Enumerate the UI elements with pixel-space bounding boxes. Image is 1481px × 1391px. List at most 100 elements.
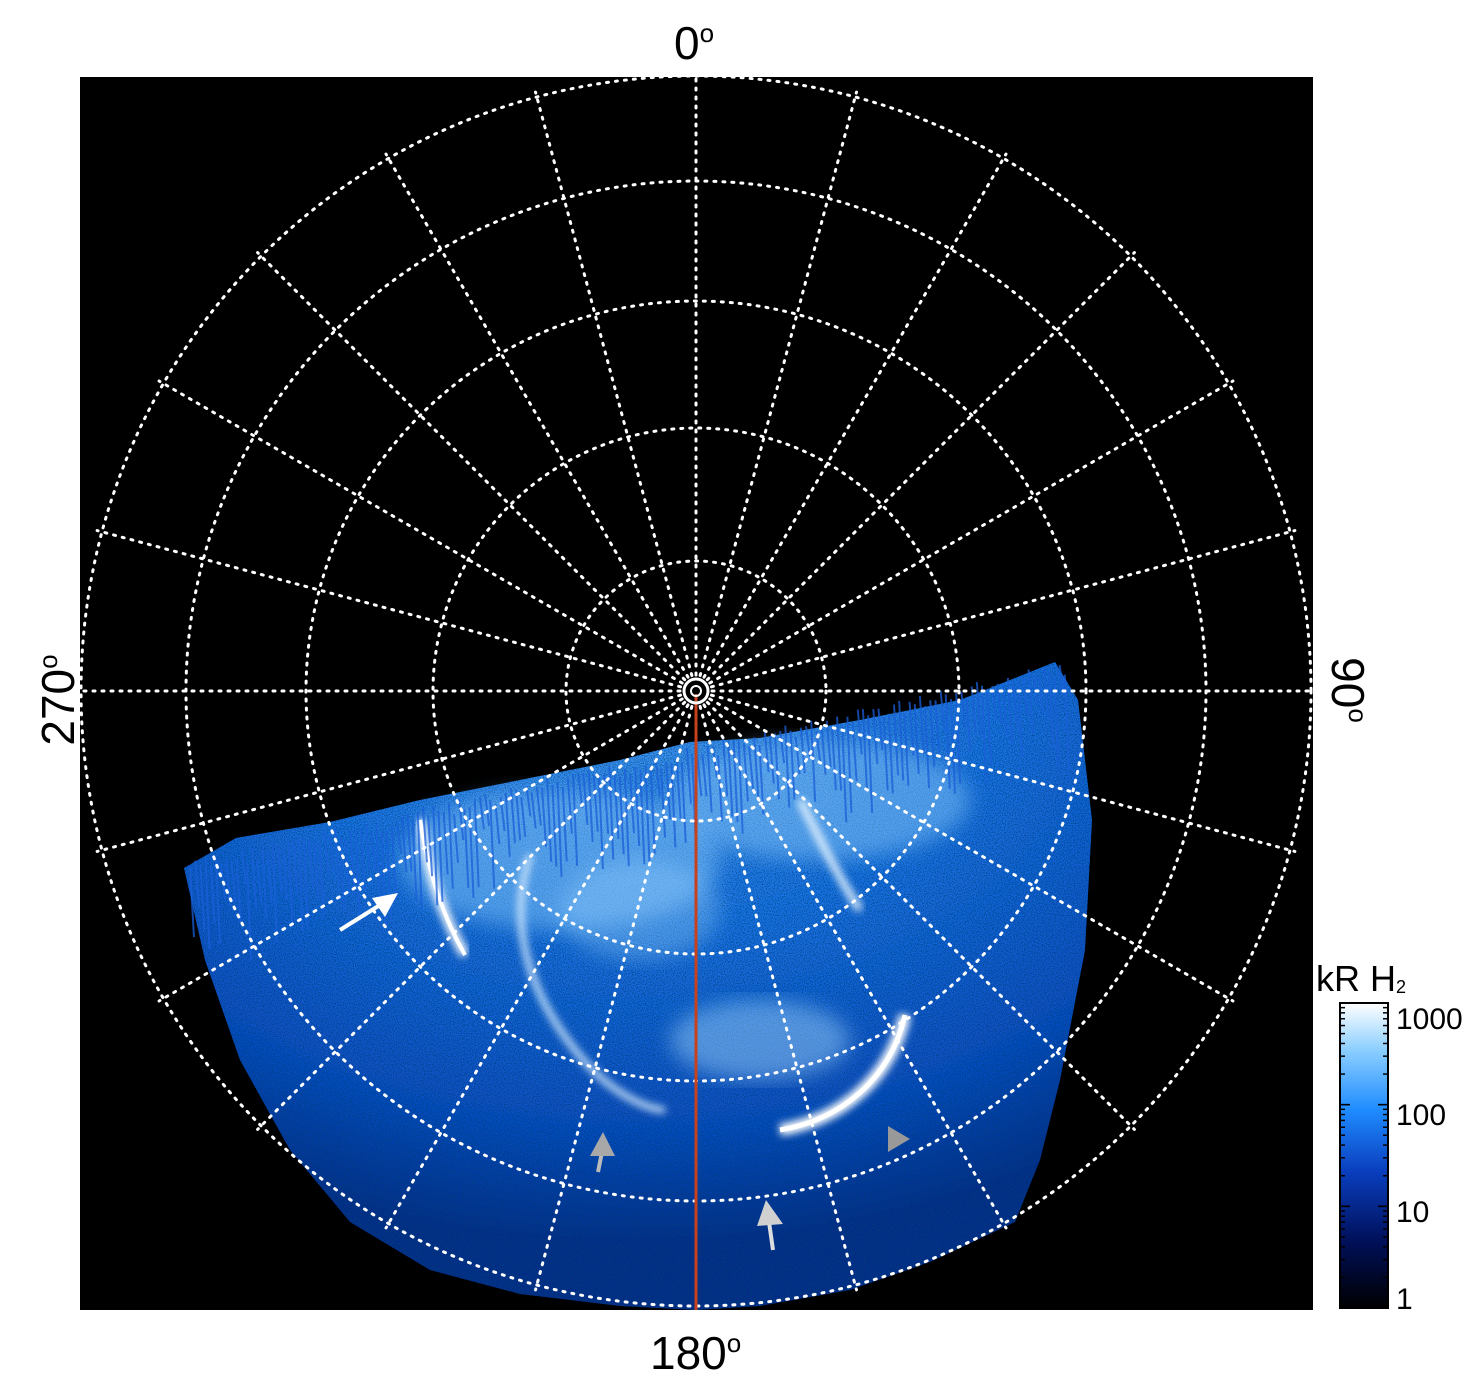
streak (846, 716, 853, 813)
streak (359, 828, 366, 890)
streak (427, 815, 434, 877)
longitude-line (95, 693, 683, 853)
streak (1027, 669, 1034, 734)
streak (230, 861, 237, 903)
streak (406, 813, 413, 872)
streak (282, 847, 289, 901)
streak (773, 733, 780, 800)
streak (634, 766, 641, 847)
streak (214, 858, 221, 944)
streak (453, 814, 459, 863)
streak (644, 765, 651, 865)
streak (515, 789, 522, 841)
streak (696, 755, 703, 797)
streak (1053, 678, 1060, 771)
streak (903, 712, 910, 786)
streak (986, 691, 993, 765)
streak (235, 858, 242, 923)
streak (768, 735, 775, 784)
streak (416, 812, 423, 910)
streak (572, 774, 579, 866)
streak (975, 681, 982, 737)
streak (867, 715, 874, 813)
streak (929, 700, 936, 768)
streak (660, 768, 667, 838)
streak (370, 830, 377, 871)
streak (530, 792, 537, 829)
longitude-line (698, 90, 858, 678)
longitude-line (702, 152, 1008, 679)
longitude-line (705, 700, 1136, 1131)
streak (861, 709, 868, 790)
streak (893, 704, 899, 776)
streak (323, 831, 330, 878)
streak (535, 787, 542, 826)
streak (996, 683, 1003, 725)
streak (784, 725, 791, 808)
streak (349, 830, 356, 896)
streak (810, 720, 817, 802)
streak (1017, 681, 1024, 758)
label-90-degrees: 90o (1322, 657, 1374, 723)
streak (955, 693, 962, 784)
streak (908, 701, 915, 756)
streak (887, 713, 894, 794)
longitude-line (709, 693, 1297, 853)
streak (437, 810, 444, 902)
longitude-line (256, 251, 687, 682)
streak (701, 754, 708, 797)
streak (1001, 682, 1008, 735)
streak (484, 794, 491, 826)
streak (763, 730, 770, 773)
streak (551, 784, 558, 867)
streak (1037, 676, 1044, 715)
label-270-degrees: 270o (32, 654, 84, 746)
aurora-emission (184, 662, 1092, 1310)
colorbar-title: kR H2 (1316, 958, 1407, 999)
streak (328, 835, 335, 872)
streak (913, 704, 920, 774)
streak (1048, 671, 1055, 749)
streak (411, 820, 418, 903)
gray-triangle-icon (888, 1126, 910, 1152)
colorbar-tick-label: 1 (1396, 1283, 1413, 1316)
streak (520, 797, 527, 838)
streak (799, 727, 806, 774)
streak (401, 816, 408, 873)
streak (970, 686, 977, 734)
streak (556, 781, 563, 878)
streak (944, 694, 951, 789)
streak (924, 706, 931, 789)
longitude-line (534, 90, 694, 678)
pole-marker-inner (690, 685, 702, 697)
streak (675, 757, 682, 819)
latitude-circle (564, 559, 828, 823)
streak (375, 821, 382, 906)
longitude-line (384, 703, 690, 1230)
white-arrow-icon (338, 893, 398, 932)
streak (297, 836, 304, 932)
streak (965, 697, 972, 752)
streak (566, 778, 573, 834)
streak (789, 730, 796, 800)
streak (525, 786, 532, 817)
streak (592, 775, 599, 832)
streak (365, 824, 371, 871)
streak (836, 716, 843, 791)
streak (390, 826, 397, 901)
longitude-line (157, 697, 684, 1003)
streak (618, 776, 625, 855)
streak (779, 731, 786, 764)
streak (960, 691, 967, 728)
streak (194, 860, 201, 908)
streak (458, 799, 465, 841)
longitude-line (698, 704, 858, 1292)
streak (577, 772, 584, 808)
longitude-line (708, 379, 1235, 685)
streak (722, 739, 729, 797)
streak (251, 847, 258, 909)
streak (421, 807, 428, 863)
streak (546, 778, 553, 862)
streak (478, 796, 485, 830)
